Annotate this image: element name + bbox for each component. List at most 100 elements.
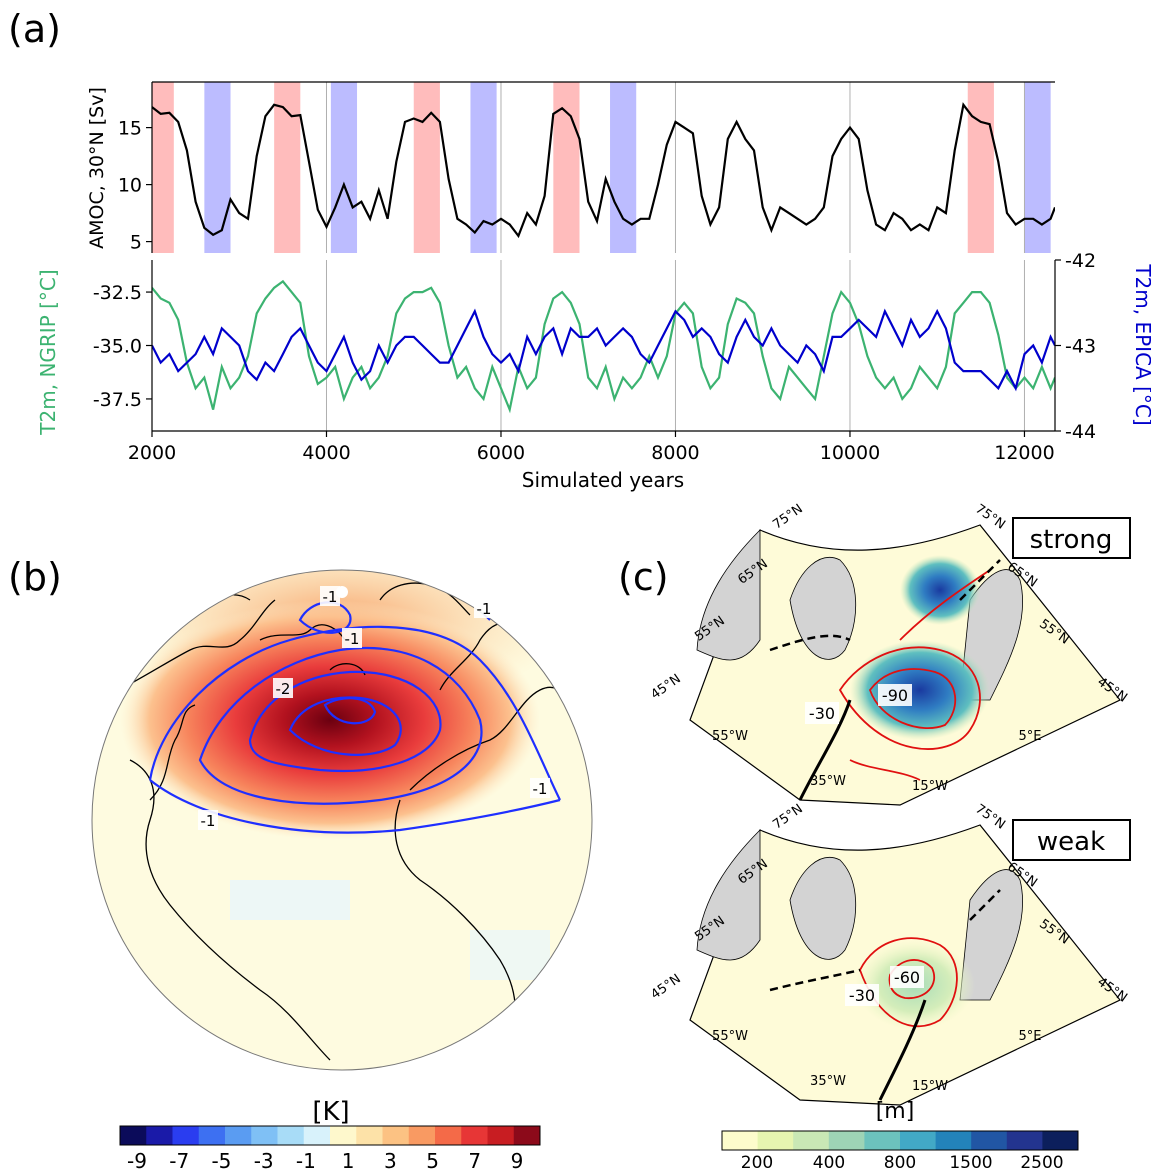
colorbar-b-swatch xyxy=(461,1126,488,1145)
contour-label: -1 xyxy=(533,780,548,798)
strong-regime-band xyxy=(152,82,174,253)
contour-label-bg xyxy=(320,586,340,606)
colorbar-c-swatch xyxy=(1042,1131,1079,1150)
epica-series-line xyxy=(152,308,1055,392)
contour-label-bg xyxy=(878,684,912,706)
strong-regime-band xyxy=(274,82,301,253)
colorbar-b-tick: 9 xyxy=(511,1149,524,1172)
epica-tick-label: -44 xyxy=(1065,421,1096,443)
x-tick-label: 4000 xyxy=(302,442,350,464)
colorbar-b-tick: -1 xyxy=(296,1149,316,1172)
amoc-tick-label: 10 xyxy=(118,175,142,197)
depth-colorbar xyxy=(721,1130,1079,1151)
longitude-label: 35°W xyxy=(810,1074,846,1089)
longitude-label: 15°W xyxy=(912,779,948,794)
colorbar-b-swatch xyxy=(356,1126,383,1145)
contour-label: -2 xyxy=(276,680,291,698)
colorbar-c-swatch xyxy=(1006,1131,1043,1150)
amoc-series-line xyxy=(152,102,1055,239)
contour-label-bg xyxy=(342,628,362,648)
amoc-tick-label: 5 xyxy=(130,232,142,254)
colorbar-b-ticklabels: -9 -7 -5 -3 -1 1 3 5 7 9 xyxy=(127,1149,523,1172)
strong-dashed-front xyxy=(769,559,1001,652)
epica-tick-label: -43 xyxy=(1065,336,1096,358)
panel-a: 2000 4000 6000 8000 10000 12000 5 10 15 -32.5 -35.… xyxy=(36,81,1151,492)
weak-title: weak xyxy=(1037,827,1105,857)
colorbar-c-tick: 1500 xyxy=(949,1153,992,1172)
colorbar-b-swatch xyxy=(513,1126,541,1145)
strong-regime-band xyxy=(553,82,580,253)
colorbar-b-tick: -9 xyxy=(127,1149,147,1172)
contour-label-bg xyxy=(474,598,494,618)
panel-b-colorbar: [K] -9 -7 -5 -3 -1 1 3 5 7 9 xyxy=(119,1097,541,1172)
colorbar-b-swatch xyxy=(120,1126,147,1145)
panel-label-c: (c) xyxy=(618,555,669,599)
colorbar-c-swatch xyxy=(971,1131,1008,1150)
contour-label: -1 xyxy=(323,588,338,606)
panel-c-strong: strong 75°N 75°N65°N 65°N55°N 55°N45°N 45°N5… xyxy=(648,502,1131,806)
colorbar-c-ticklabels: 200 400 800 1500 2500 xyxy=(741,1153,1064,1172)
contour-label: -1 xyxy=(345,630,360,648)
colorbar-c-tick: 200 xyxy=(741,1153,773,1172)
colorbar-b-frame xyxy=(119,1125,541,1146)
weak-land-canada xyxy=(696,829,761,961)
x-tick-label: 10000 xyxy=(820,442,880,464)
x-tick-label: 6000 xyxy=(477,442,525,464)
contour-label-bg xyxy=(890,966,924,988)
latitude-label: 45°N xyxy=(648,972,683,1003)
amoc-tick-label: 15 xyxy=(118,118,142,140)
contour-label: -1 xyxy=(201,812,216,830)
colorbar-c-swatch xyxy=(757,1131,794,1150)
weak-land-europe xyxy=(959,869,1024,1001)
colorbar-b-swatch xyxy=(303,1126,331,1145)
panel-b-globe: -1 -1 -2 -1 -1 -1 xyxy=(91,569,593,1071)
weak-title-box xyxy=(1012,819,1131,861)
strong-contours xyxy=(838,569,991,781)
x-tick-label: 8000 xyxy=(651,442,699,464)
weak-regime-band xyxy=(204,82,231,253)
latitude-label: 45°N xyxy=(648,672,683,703)
colorbar-c-tick: 800 xyxy=(884,1153,916,1172)
longitude-label: 35°W xyxy=(810,774,846,789)
colorbar-b-tick: 5 xyxy=(426,1149,439,1172)
weak-contours xyxy=(859,937,958,1028)
ngrip-tick-label: -32.5 xyxy=(93,282,142,304)
longitude-label: 5°E xyxy=(1019,729,1042,744)
amoc-axis-label: AMOC, 30°N [Sv] xyxy=(86,87,108,249)
latitude-label: 75°N xyxy=(770,802,805,833)
strong-mixed-layer-field-north xyxy=(900,555,980,625)
panel-label-a: (a) xyxy=(8,7,61,51)
axis-ticks: 2000 4000 6000 8000 10000 12000 5 10 15 -32.5 -35.… xyxy=(93,118,1096,464)
ngrip-tick-label: -37.5 xyxy=(93,389,142,411)
weak-solid-front xyxy=(878,999,927,1101)
contour-labels: -1 -1 -2 -1 -1 -1 xyxy=(198,586,550,830)
weak-land-greenland xyxy=(789,857,857,960)
x-tick-label: 12000 xyxy=(994,442,1054,464)
colorbar-b-swatch xyxy=(277,1126,305,1145)
colorbar-b-swatch xyxy=(146,1126,173,1145)
ngrip-axis-label: T2m, NGRIP [°C] xyxy=(36,269,60,435)
strong-title-box xyxy=(1012,517,1131,559)
colorbar-b-tick: 3 xyxy=(384,1149,397,1172)
globe-outline xyxy=(91,569,593,1071)
contour-label-bg xyxy=(805,702,839,724)
strong-mixed-layer-field xyxy=(850,640,990,740)
colorbar-b-swatch xyxy=(435,1126,462,1145)
colorbar-c-title: [m] xyxy=(876,1099,915,1124)
colorbar-c-swatch xyxy=(722,1131,759,1150)
weak-regime-band xyxy=(470,82,497,253)
weak-regime-band xyxy=(1024,82,1051,253)
colorbar-b-swatch xyxy=(172,1126,200,1145)
colorbar-b-tick: -3 xyxy=(254,1149,274,1172)
ngrip-series-line xyxy=(152,279,1055,414)
colorbar-c-swatch xyxy=(864,1131,901,1150)
contour-label: -30 xyxy=(809,704,835,723)
strong-land-greenland xyxy=(789,557,857,660)
colorbar-b-tick: -7 xyxy=(169,1149,189,1172)
x-tick-label: 2000 xyxy=(128,442,176,464)
colorbar-b-swatch xyxy=(330,1126,357,1145)
contour-label: -1 xyxy=(477,600,492,618)
epica-axis-label: T2m, EPICA [°C] xyxy=(1131,263,1151,425)
colorbar-c-frame xyxy=(721,1130,1079,1151)
panel-c-weak: weak 75°N 75°N65°N 65°N55°N 55°N45°N 45°N55°… xyxy=(648,802,1131,1106)
